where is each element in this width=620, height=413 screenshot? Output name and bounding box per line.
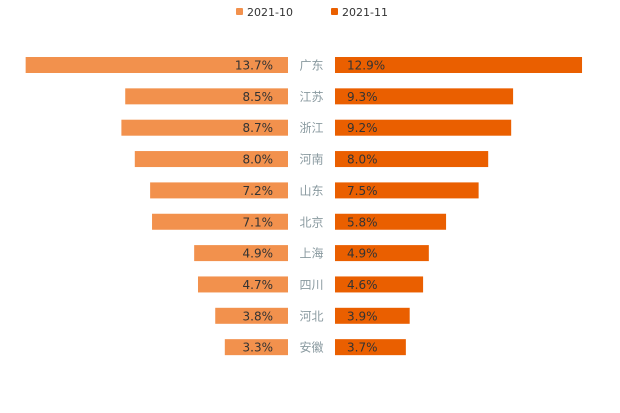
- bar-right[interactable]: [335, 245, 429, 262]
- category-label: 安徽: [299, 340, 323, 355]
- data-label-left: 3.8%: [243, 309, 274, 323]
- legend-swatch-2021-11[interactable]: [331, 8, 338, 15]
- data-label-right: 12.9%: [347, 59, 385, 73]
- legend-label[interactable]: 2021-11: [342, 6, 388, 19]
- bar-left[interactable]: [125, 88, 288, 105]
- data-label-left: 4.7%: [243, 278, 274, 292]
- bar-left[interactable]: [215, 307, 288, 324]
- legend-label[interactable]: 2021-10: [247, 6, 293, 19]
- data-label-right: 3.9%: [347, 309, 378, 323]
- bar-left[interactable]: [197, 276, 288, 293]
- bar-left[interactable]: [152, 213, 288, 230]
- data-label-right: 5.8%: [347, 215, 378, 229]
- bar-right[interactable]: [335, 151, 489, 168]
- data-label-right: 3.7%: [347, 341, 378, 355]
- data-label-left: 8.5%: [243, 90, 274, 104]
- bar-right[interactable]: [335, 213, 447, 230]
- category-label: 山东: [299, 184, 323, 198]
- category-label: 河南: [299, 152, 323, 167]
- category-label: 江苏: [299, 90, 323, 104]
- category-label: 四川: [299, 278, 323, 292]
- data-label-left: 3.3%: [243, 341, 274, 355]
- bar-left[interactable]: [25, 57, 289, 73]
- data-label-left: 7.1%: [243, 215, 274, 229]
- data-label-right: 9.3%: [347, 90, 378, 104]
- data-label-right: 4.6%: [347, 278, 378, 292]
- bar-right[interactable]: [335, 119, 512, 136]
- category-label: 上海: [299, 246, 323, 261]
- data-label-left: 7.2%: [243, 184, 274, 198]
- bar-left[interactable]: [121, 119, 289, 136]
- bar-left[interactable]: [224, 339, 288, 356]
- bar-left[interactable]: [134, 151, 288, 168]
- data-label-right: 8.0%: [347, 153, 378, 167]
- bar-right[interactable]: [335, 307, 410, 324]
- data-label-right: 7.5%: [347, 184, 378, 198]
- bar-left[interactable]: [194, 245, 288, 262]
- bar-right[interactable]: [335, 88, 514, 105]
- category-label: 浙江: [299, 121, 323, 135]
- data-label-left: 8.0%: [243, 153, 274, 167]
- data-label-left: 8.7%: [243, 121, 274, 135]
- data-label-left: 13.7%: [235, 59, 273, 73]
- data-label-left: 4.9%: [243, 247, 274, 261]
- data-label-right: 4.9%: [347, 247, 378, 261]
- bar-right[interactable]: [335, 339, 406, 356]
- bar-right[interactable]: [335, 57, 583, 73]
- legend-swatch-2021-10[interactable]: [236, 8, 243, 15]
- category-label: 广东: [299, 59, 323, 73]
- bar-left[interactable]: [150, 182, 288, 199]
- data-label-right: 9.2%: [347, 121, 378, 135]
- bar-right[interactable]: [335, 182, 479, 199]
- bar-right[interactable]: [335, 276, 424, 293]
- category-label: 北京: [299, 215, 323, 229]
- category-label: 河北: [299, 309, 323, 323]
